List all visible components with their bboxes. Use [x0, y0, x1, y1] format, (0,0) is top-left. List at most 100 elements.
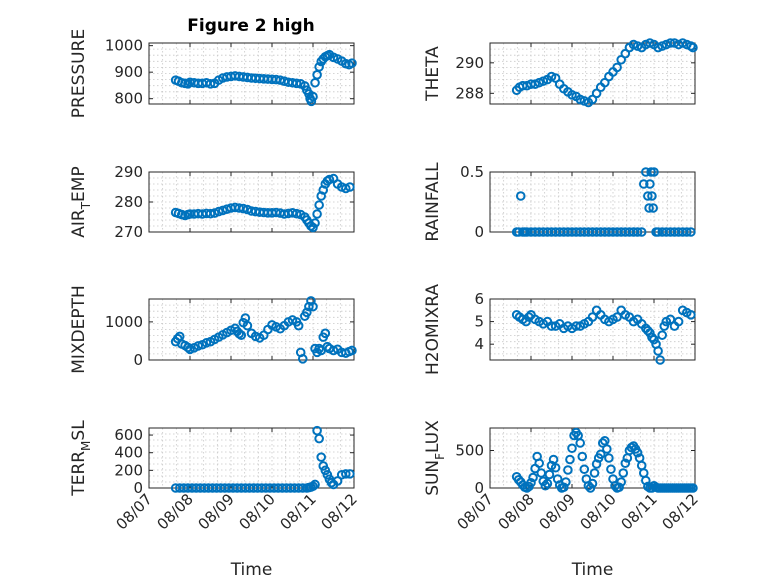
data-point — [585, 483, 596, 493]
data-point — [193, 341, 203, 351]
data-point — [686, 310, 696, 320]
data-point — [205, 208, 216, 219]
data-point — [302, 307, 312, 318]
y-tick-label: 270 — [114, 223, 143, 241]
data-point — [205, 79, 216, 89]
y-tick-label: 200 — [114, 461, 143, 479]
data-point — [183, 342, 193, 353]
subplot-rainfall: 0 0.5 RAINFALL — [423, 162, 696, 242]
data-point — [659, 321, 670, 331]
y-axis-label: SUNFLUX — [423, 420, 447, 496]
subplot-h2omixra: 4 5 6 H2OMIXRA — [423, 284, 696, 375]
y-tick-label: 290 — [455, 54, 484, 72]
data-point — [515, 191, 526, 201]
data-point — [647, 332, 657, 343]
data-point — [308, 222, 318, 233]
data-point — [579, 464, 590, 475]
x-tick-label: 08/11 — [277, 490, 320, 533]
y-tick-label: 400 — [114, 444, 143, 462]
y-tick-label: 900 — [114, 63, 143, 81]
data-point — [595, 449, 606, 460]
subplot-pressure: 800 900 1000 PRESSURE — [69, 29, 357, 118]
data-point — [312, 70, 322, 80]
data-point — [544, 469, 555, 480]
data-point — [638, 179, 649, 189]
x-tick-label: 08/10 — [577, 490, 620, 533]
data-point — [649, 167, 659, 177]
data-point — [236, 330, 247, 341]
data-point — [665, 314, 676, 325]
data-point — [604, 453, 614, 463]
data-point — [612, 312, 622, 322]
data-point — [310, 77, 320, 88]
data-point — [644, 203, 654, 213]
data-point — [587, 312, 598, 322]
data-point — [636, 460, 647, 471]
y-tick-label: 0 — [133, 351, 143, 369]
data-point — [636, 227, 647, 237]
data-point — [308, 481, 318, 492]
y-tick-label: 500 — [455, 442, 484, 460]
data-point — [526, 477, 536, 488]
data-point — [563, 465, 573, 475]
data-point — [657, 330, 668, 340]
figure-title: Figure 2 high — [187, 16, 315, 36]
y-tick-label: 800 — [114, 90, 143, 108]
y-tick-label: 280 — [114, 193, 143, 211]
data-point — [314, 200, 324, 210]
data-point — [291, 208, 302, 219]
data-point — [614, 482, 624, 493]
data-point — [238, 203, 249, 214]
data-point — [347, 58, 357, 68]
data-point — [242, 320, 253, 331]
data-point — [312, 209, 322, 219]
data-point — [618, 468, 629, 478]
data-point — [612, 62, 622, 73]
data-point — [565, 454, 575, 465]
y-tick-label: 0 — [474, 479, 484, 497]
data-point — [275, 75, 286, 85]
data-point — [648, 203, 658, 213]
data-point — [542, 478, 553, 489]
axes-box — [148, 427, 355, 489]
data-point — [550, 462, 561, 473]
x-tick-label: 08/12 — [659, 490, 702, 533]
data-point — [643, 325, 653, 336]
axes-box — [148, 298, 355, 361]
data-point — [653, 346, 663, 356]
data-point — [632, 227, 643, 237]
data-point — [308, 91, 318, 102]
data-point — [320, 328, 331, 339]
x-tick-label: 08/09 — [536, 490, 579, 533]
y-tick-label: 5 — [474, 313, 484, 331]
data-point — [606, 464, 616, 475]
y-axis-label: AIRTEMP — [69, 166, 93, 237]
data-point — [213, 206, 224, 217]
y-axis-label: RAINFALL — [423, 162, 443, 242]
y-axis-label: TERRMSL — [69, 420, 93, 497]
data-point — [647, 191, 657, 201]
subplot-terr: 020040060008/0708/0808/0908/1008/1108/12… — [69, 420, 361, 580]
data-point — [345, 182, 355, 192]
data-point — [291, 78, 302, 89]
y-tick-label: 0.5 — [460, 163, 484, 181]
data-point — [577, 451, 588, 462]
data-point — [536, 468, 547, 478]
data-point — [587, 478, 598, 489]
data-point — [649, 334, 659, 345]
y-axis-label: THETA — [423, 46, 443, 102]
data-point — [345, 469, 355, 479]
data-point — [546, 321, 557, 331]
data-point — [534, 458, 545, 469]
data-point — [306, 96, 317, 107]
data-point — [540, 480, 551, 491]
x-tick-label: 08/08 — [154, 490, 197, 533]
data-point — [645, 179, 655, 189]
data-point — [528, 472, 538, 483]
y-tick-label: 6 — [474, 290, 484, 308]
data-point — [620, 458, 631, 469]
y-axis-label: MIXDEPTH — [69, 285, 89, 374]
y-tick-label: 290 — [114, 163, 143, 181]
data-point — [682, 227, 692, 237]
data-point — [314, 62, 324, 72]
